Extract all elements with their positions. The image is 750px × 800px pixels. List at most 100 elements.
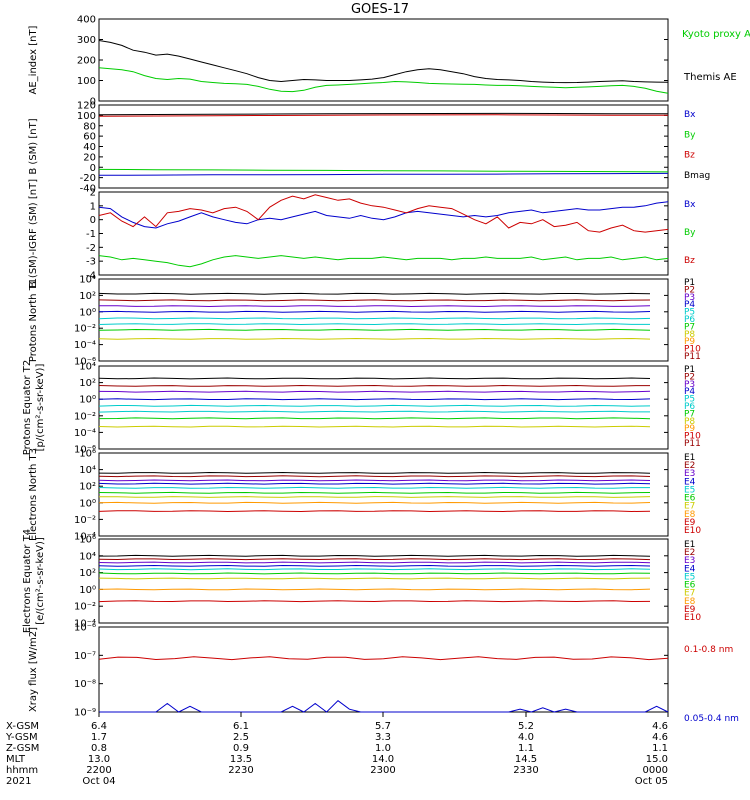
panel-pe: 10⁻⁶ 10⁻⁴ 10⁻² 10⁰ 10² 10⁴ Protons Equator T2[… [22,360,669,456]
legend-entry: E10 [684,526,701,536]
series-bx [98,201,669,229]
footer-value: Oct 05 [635,776,668,787]
legend-entry: E4 [684,477,696,487]
legend-xray: 0.1-0.8 nm 0.05-0.4 nm [684,645,739,724]
panel-frame [98,538,669,624]
y-axis-label: B (SM) [nT] [28,118,39,174]
series-e1 [98,554,651,557]
legend-entry: E6 [684,581,696,591]
y-tick-label: -40 [80,184,96,195]
y-axis-label: AE_index [nT] [28,25,39,94]
y-tick-label: 10⁻² [74,602,96,613]
footer-value: 2230 [228,765,253,776]
legend-entry: E2 [684,548,695,558]
footer-value: 14.0 [372,754,394,765]
y-tick-label: 10⁴ [79,465,96,476]
legend-entry: E8 [684,510,696,520]
y-tick-label: -4 [86,271,96,282]
series-p1 [98,377,651,380]
series-by [98,168,669,173]
footer-row-label: Y-GSM [5,732,38,743]
y-tick-label: 0 [90,97,96,108]
footer-row-label: X-GSM [6,721,39,732]
legend-bsm: Bx By Bz Bmag [684,110,710,181]
footer-value: 0.9 [233,743,249,754]
series-p7 [98,417,651,420]
footer-value: 1.7 [91,732,107,743]
footer-value: 15.0 [646,754,668,765]
series-p1 [98,292,651,295]
panel-ee: 10⁻⁴ 10⁻² 10⁰ 10² 10⁴ 10⁶ Electrons Equator T4… [22,529,669,633]
y-tick-label: 10⁰ [79,307,96,318]
legend-entry: P6 [684,315,695,325]
series-e3 [98,561,651,564]
legend-entry: Bx [684,200,696,210]
legend-entry: E7 [684,589,695,599]
panel-frame [98,626,669,713]
series-kyoto-proxy-ae [98,67,669,94]
legend-bdiff: Bx By Bz [684,200,696,266]
y-tick-label: 40 [83,142,96,153]
footer-value: 5.7 [375,721,391,732]
footer-value: 4.0 [518,732,534,743]
legend-entry: E9 [684,518,696,528]
series-p2 [98,384,651,387]
legend-entry: P11 [684,352,701,362]
footer-row-label: hhmm [6,765,38,776]
series-bx [98,172,669,176]
series-e9 [98,600,651,603]
y-tick-label: 10⁻⁴ [74,532,96,543]
y-tick-label: 10⁶ [79,535,96,546]
series-e6 [98,572,651,575]
y-tick-label: 10⁻⁴ [74,428,96,439]
y-axis-label: Xray flux [W/m2] [28,627,39,712]
y-tick-label: 10⁴ [79,362,96,373]
y-tick-label: 10⁶ [79,449,96,460]
legend-entry: E10 [684,613,701,623]
series-e4 [98,564,651,567]
legend-entry: P1 [684,365,695,375]
series-p2 [98,299,651,302]
footer-value: 6.4 [91,721,107,732]
legend-entry: E7 [684,502,695,512]
legend-entry: By [684,130,696,140]
legend-entry: Bx [684,110,696,120]
y-tick-label: 1 [90,201,96,212]
legend-entry: Bz [684,151,695,161]
footer-value: 2300 [370,765,395,776]
panel-en: 10⁻⁴ 10⁻² 10⁰ 10² 10⁴ 10⁶ Electrons North T3 [28,448,669,543]
y-tick-label: 10⁻⁸ [74,679,96,690]
panel-frame [98,104,669,189]
series-p5 [98,317,651,320]
y-tick-label: 10⁰ [79,395,96,406]
legend-entry: E6 [684,494,696,504]
series-p3 [99,305,651,308]
figure-title: GOES-17 [351,2,409,17]
y-tick-label: 300 [77,35,96,46]
y-tick-label: 10⁰ [79,498,96,509]
legend-entry: P1 [684,278,695,288]
legend-entry: E2 [684,461,695,471]
y-tick-label: 100 [77,76,96,87]
y-tick-label: 10⁻⁴ [74,340,96,351]
legend-entry: E5 [684,572,695,582]
series-p8 [98,337,651,340]
footer-value: 4.6 [652,721,668,732]
legend-entry: 0.1-0.8 nm [684,645,733,655]
series-e7 [99,496,651,498]
y-tick-label: 120 [77,101,96,112]
legend-entry: Kyoto proxy AE [682,29,750,40]
legend-entry: P5 [684,308,695,318]
series-p8 [98,425,651,428]
y-axis-label: Electrons North T3 [28,448,39,541]
y-tick-label: 10² [79,378,96,389]
series-p3 [98,390,651,393]
legend-entry: P11 [684,439,701,449]
legend-entry: E3 [684,556,695,566]
legend-entry: E3 [684,469,695,479]
legend-entry: E4 [684,564,696,574]
footer-value: Oct 04 [82,776,115,787]
